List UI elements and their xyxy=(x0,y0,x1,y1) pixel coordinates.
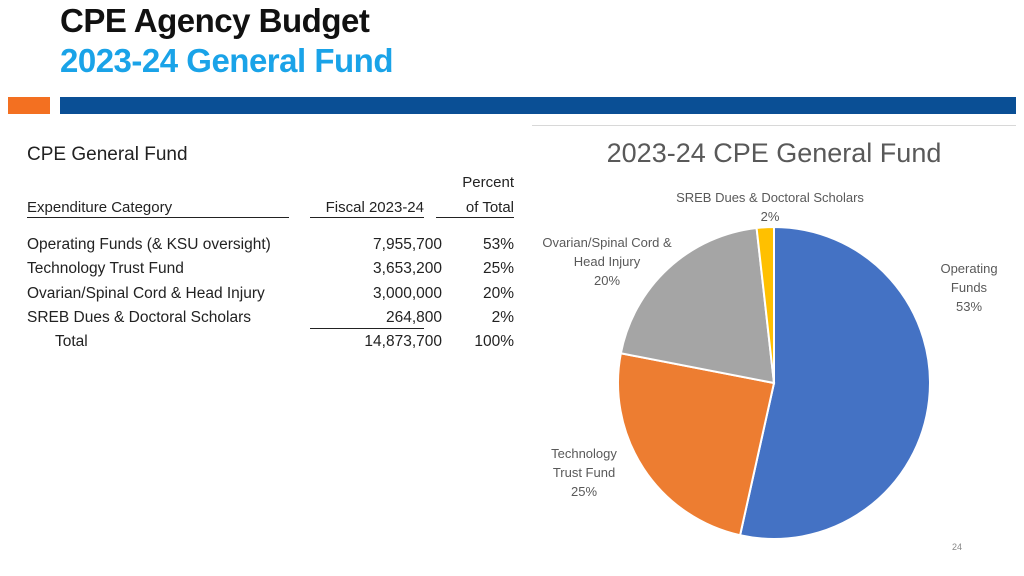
chart-top-rule xyxy=(532,125,1016,126)
total-amount: 14,873,700 xyxy=(364,333,442,350)
row-amount: 7,955,700 xyxy=(373,236,442,253)
page-number: 24 xyxy=(952,542,963,552)
slide-title: CPE Agency Budget xyxy=(60,2,370,39)
row-percent: 53% xyxy=(482,236,514,253)
row-category: Operating Funds (& KSU oversight) xyxy=(27,236,271,253)
column-header-percent-line2: of Total xyxy=(436,199,514,218)
table-total-row: Total 14,873,700 100% xyxy=(27,333,517,357)
column-header-percent-line1: Percent xyxy=(462,174,514,191)
pie-slice-label: Ovarian/Spinal Cord & Head Injury 20% xyxy=(542,235,672,288)
table-title: CPE General Fund xyxy=(27,144,188,165)
chart-title: 2023-24 CPE General Fund xyxy=(606,138,942,168)
pie-slice-label: SREB Dues & Doctoral Scholars 2% xyxy=(676,190,864,224)
row-category: Ovarian/Spinal Cord & Head Injury xyxy=(27,285,265,302)
total-label: Total xyxy=(55,333,88,350)
total-rule xyxy=(310,328,424,329)
row-amount: 264,800 xyxy=(385,309,442,326)
row-amount: 3,653,200 xyxy=(373,260,442,277)
pie-slice xyxy=(617,352,776,537)
pie-slice xyxy=(755,225,775,384)
pie-slice xyxy=(738,225,931,540)
table-row: Operating Funds (& KSU oversight) 7,955,… xyxy=(27,236,517,260)
slide-subtitle: 2023-24 General Fund xyxy=(60,42,393,79)
accent-bar-blue xyxy=(60,97,1016,114)
table-row: Technology Trust Fund 3,653,200 25% xyxy=(27,260,517,284)
table-row: SREB Dues & Doctoral Scholars 264,800 2% xyxy=(27,309,517,333)
column-header-category: Expenditure Category xyxy=(27,199,289,218)
row-percent: 25% xyxy=(482,260,514,277)
row-category: Technology Trust Fund xyxy=(27,260,184,277)
table-row: Ovarian/Spinal Cord & Head Injury 3,000,… xyxy=(27,285,517,309)
total-percent: 100% xyxy=(474,333,514,350)
pie-slice-label: Operating Funds 53% xyxy=(940,261,997,314)
row-category: SREB Dues & Doctoral Scholars xyxy=(27,309,251,326)
accent-bar-orange xyxy=(8,97,50,114)
column-header-fiscal: Fiscal 2023-24 xyxy=(310,199,424,218)
pie-slice-label: Technology Trust Fund 25% xyxy=(551,446,617,499)
pie-slice xyxy=(619,226,776,385)
row-percent: 20% xyxy=(482,285,514,302)
row-percent: 2% xyxy=(491,309,514,326)
row-amount: 3,000,000 xyxy=(373,285,442,302)
